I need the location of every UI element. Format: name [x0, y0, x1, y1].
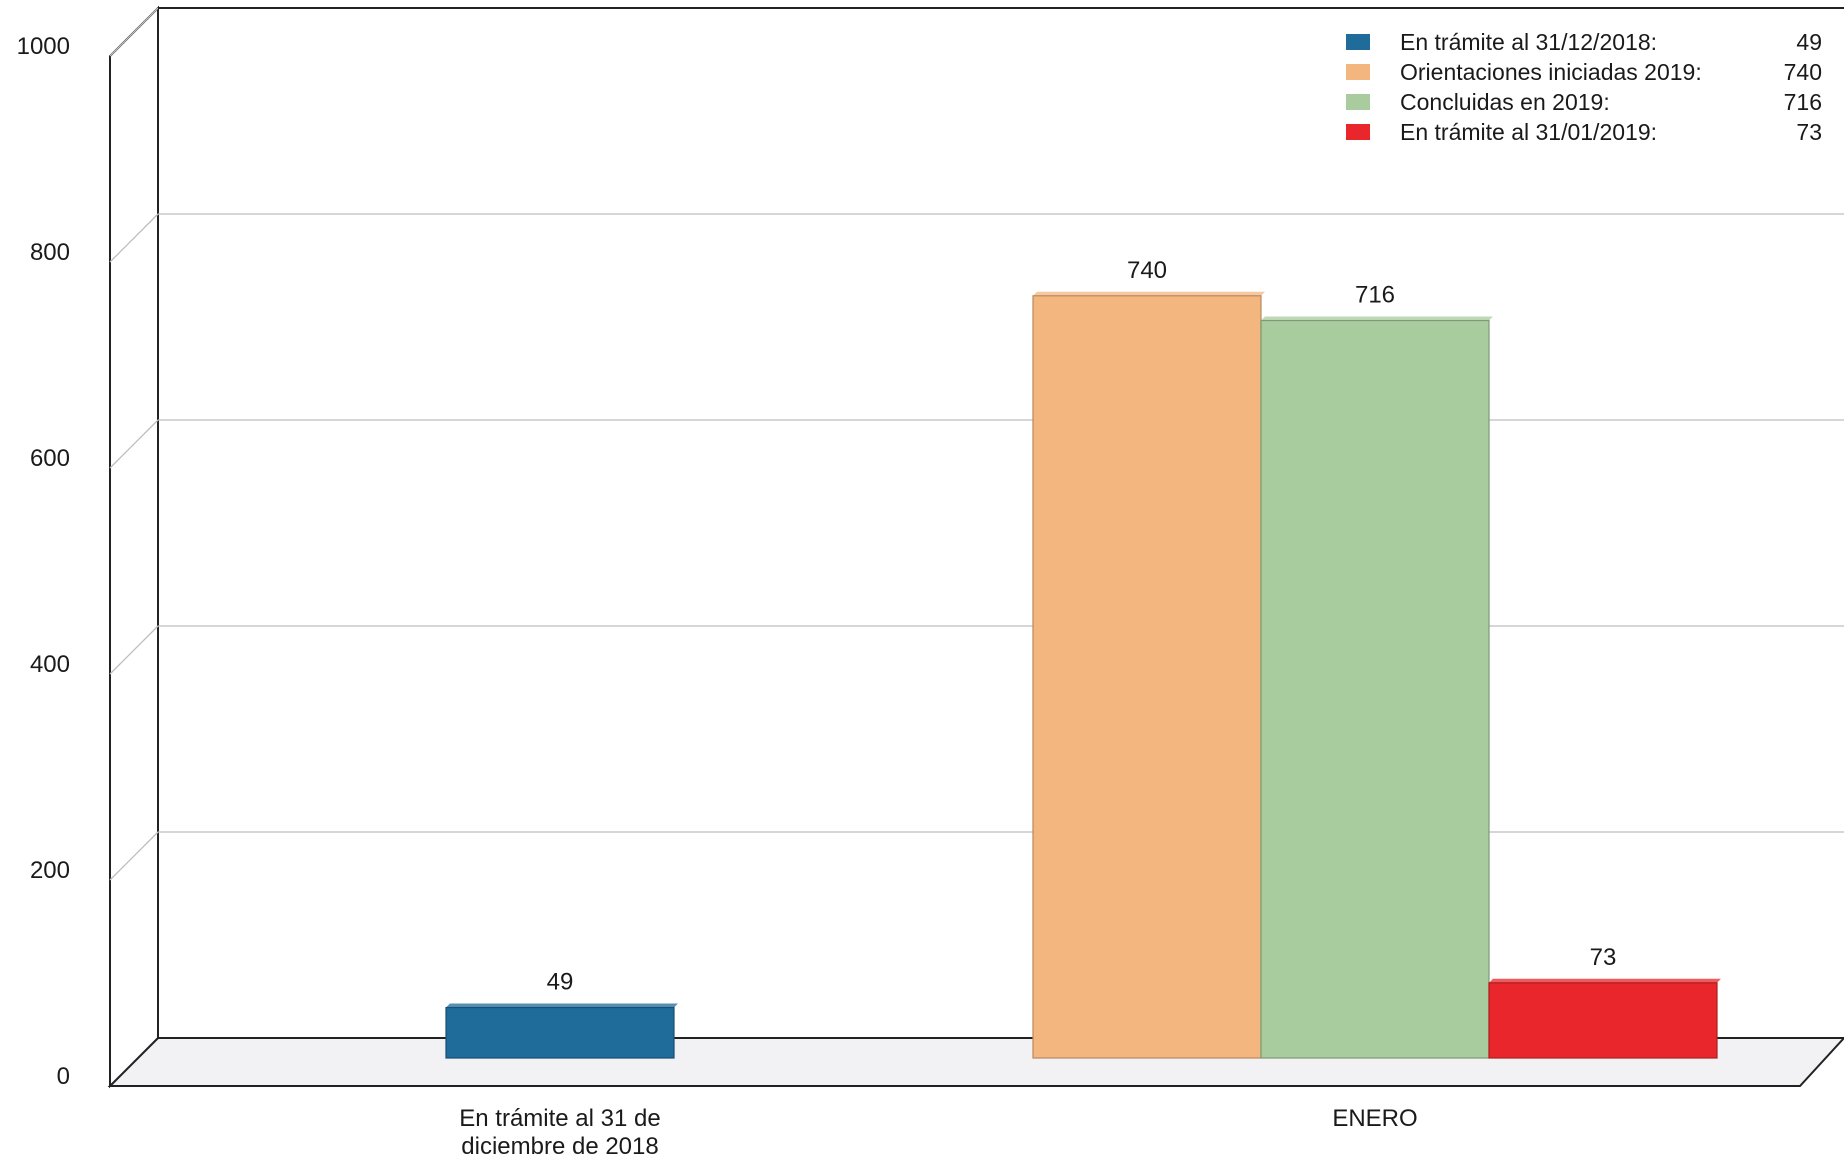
bar-top-face: [446, 1003, 678, 1008]
bar-data-label: 716: [1355, 282, 1395, 309]
bar-top-face: [1033, 291, 1265, 296]
y-tick-label: 200: [30, 857, 70, 884]
y-tick-label: 1000: [17, 33, 70, 60]
bar-data-label: 73: [1590, 944, 1617, 971]
legend-label: Concluidas en 2019:: [1400, 89, 1610, 115]
legend-label: En trámite al 31/01/2019:: [1400, 119, 1657, 145]
bar: [1032, 295, 1262, 1059]
y-tick-label: 400: [30, 651, 70, 678]
legend-swatch: [1346, 124, 1370, 140]
legend-value: 49: [1796, 29, 1822, 55]
gridline-side: [109, 213, 159, 263]
x-category-label: diciembre de 2018: [461, 1133, 658, 1160]
legend-label: En trámite al 31/12/2018:: [1400, 29, 1657, 55]
bar-data-label: 740: [1127, 257, 1167, 284]
y-tick-label: 0: [57, 1063, 70, 1090]
bar-top-face: [1261, 316, 1493, 321]
x-category-label: ENERO: [1332, 1105, 1417, 1132]
bar: [1260, 319, 1490, 1059]
plot-side-wall: [109, 5, 159, 1089]
legend-swatch: [1346, 34, 1370, 50]
legend-swatch: [1346, 64, 1370, 80]
bar-data-label: 49: [547, 969, 574, 996]
gridline-side: [109, 831, 159, 881]
legend-value: 716: [1784, 89, 1822, 115]
gridline-side: [109, 625, 159, 675]
gridline-side: [109, 7, 159, 57]
x-category-label: En trámite al 31 de: [459, 1105, 660, 1132]
y-tick-label: 600: [30, 445, 70, 472]
gridline-side: [109, 419, 159, 469]
legend-label: Orientaciones iniciadas 2019:: [1400, 59, 1702, 85]
legend-swatch: [1346, 94, 1370, 110]
bar: [445, 1006, 675, 1059]
bar: [1488, 982, 1718, 1059]
plot-back-wall: [158, 8, 1844, 1038]
legend-value: 740: [1784, 59, 1822, 85]
y-tick-label: 800: [30, 239, 70, 266]
legend-value: 73: [1796, 119, 1822, 145]
bar-top-face: [1489, 978, 1721, 983]
